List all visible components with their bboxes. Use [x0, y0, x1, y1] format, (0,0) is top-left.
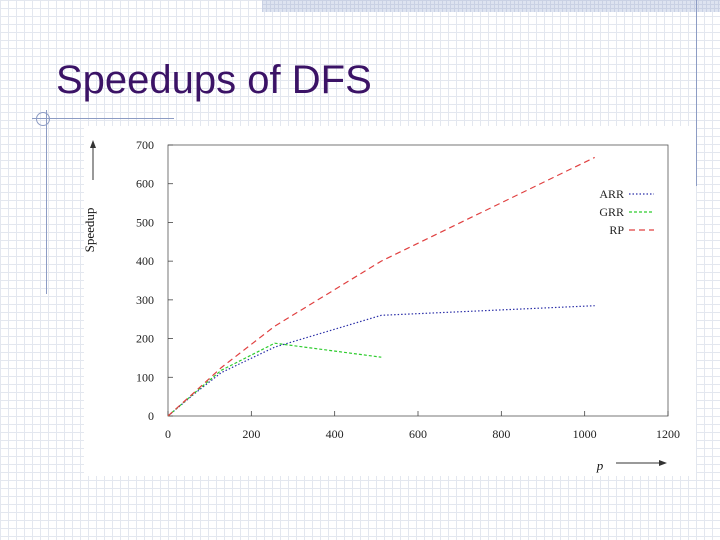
y-tick-label: 700 — [136, 138, 154, 152]
x-tick-label: 0 — [165, 427, 171, 441]
y-axis-title: Speedup — [84, 208, 97, 253]
decorative-top-band — [262, 0, 720, 12]
series-line-arr — [167, 305, 595, 417]
speedup-chart: 0 200 400 600 800 1000 1200 0 100 200 300 400 500 600… — [84, 138, 680, 473]
series-line-grr — [167, 342, 382, 417]
x-tick-label: 1200 — [656, 427, 680, 441]
x-tick-label: 200 — [242, 427, 260, 441]
decorative-circle-icon — [36, 112, 50, 126]
x-tick-label: 800 — [492, 427, 510, 441]
slide-title: Speedups of DFS — [56, 58, 372, 102]
y-tick-label: 100 — [136, 370, 154, 384]
plot-frame — [167, 144, 669, 417]
x-axis-arrow-head-icon — [659, 460, 667, 466]
y-tick-label: 200 — [136, 332, 154, 346]
y-tick-label: 500 — [136, 215, 154, 229]
plot-panel: 0 200 400 600 800 1000 1200 0 100 200 300 400 500 600… — [84, 126, 696, 476]
y-tick-label: 400 — [136, 254, 154, 268]
x-axis-title: p — [596, 458, 604, 473]
y-tick-label: 300 — [136, 293, 154, 307]
x-tick-label: 600 — [409, 427, 427, 441]
legend-label-arr: ARR — [599, 187, 624, 201]
legend-label-grr: GRR — [599, 205, 624, 219]
y-tick-label: 600 — [136, 177, 154, 191]
decorative-vertical-line-left — [46, 110, 47, 294]
y-axis-arrow-head-icon — [90, 140, 96, 148]
y-tick-label: 0 — [148, 409, 154, 423]
decorative-horizontal-line — [32, 118, 174, 119]
decorative-vertical-line-right — [696, 0, 697, 186]
legend-label-rp: RP — [609, 223, 624, 237]
x-tick-label: 400 — [326, 427, 344, 441]
x-tick-label: 1000 — [573, 427, 597, 441]
series-line-rp — [167, 156, 595, 417]
